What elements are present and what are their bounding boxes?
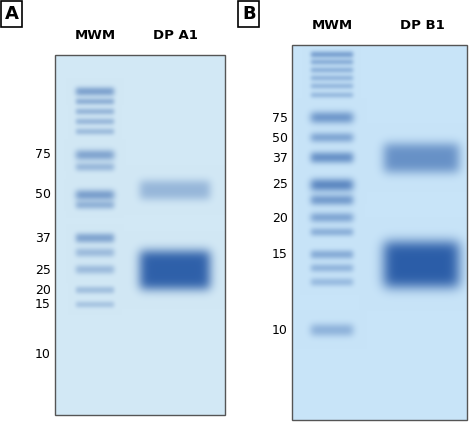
Text: B: B	[242, 5, 255, 23]
Text: 75: 75	[272, 112, 288, 125]
Text: 10: 10	[272, 323, 288, 336]
Text: 37: 37	[272, 151, 288, 164]
Text: 25: 25	[35, 263, 51, 276]
Text: 15: 15	[272, 249, 288, 262]
Text: MWM: MWM	[74, 29, 116, 42]
Text: 37: 37	[35, 232, 51, 245]
Text: 10: 10	[35, 349, 51, 362]
Bar	[292, 45, 467, 420]
Text: 50: 50	[272, 132, 288, 145]
Text: 25: 25	[272, 178, 288, 191]
Text: DP A1: DP A1	[153, 29, 198, 42]
Bar	[55, 55, 225, 415]
Text: 20: 20	[272, 211, 288, 224]
Text: 75: 75	[35, 148, 51, 161]
Text: 15: 15	[35, 298, 51, 311]
Text: DP B1: DP B1	[400, 19, 444, 32]
Text: 50: 50	[35, 189, 51, 202]
Text: A: A	[5, 5, 19, 23]
Text: MWM: MWM	[311, 19, 353, 32]
Text: 20: 20	[35, 284, 51, 297]
